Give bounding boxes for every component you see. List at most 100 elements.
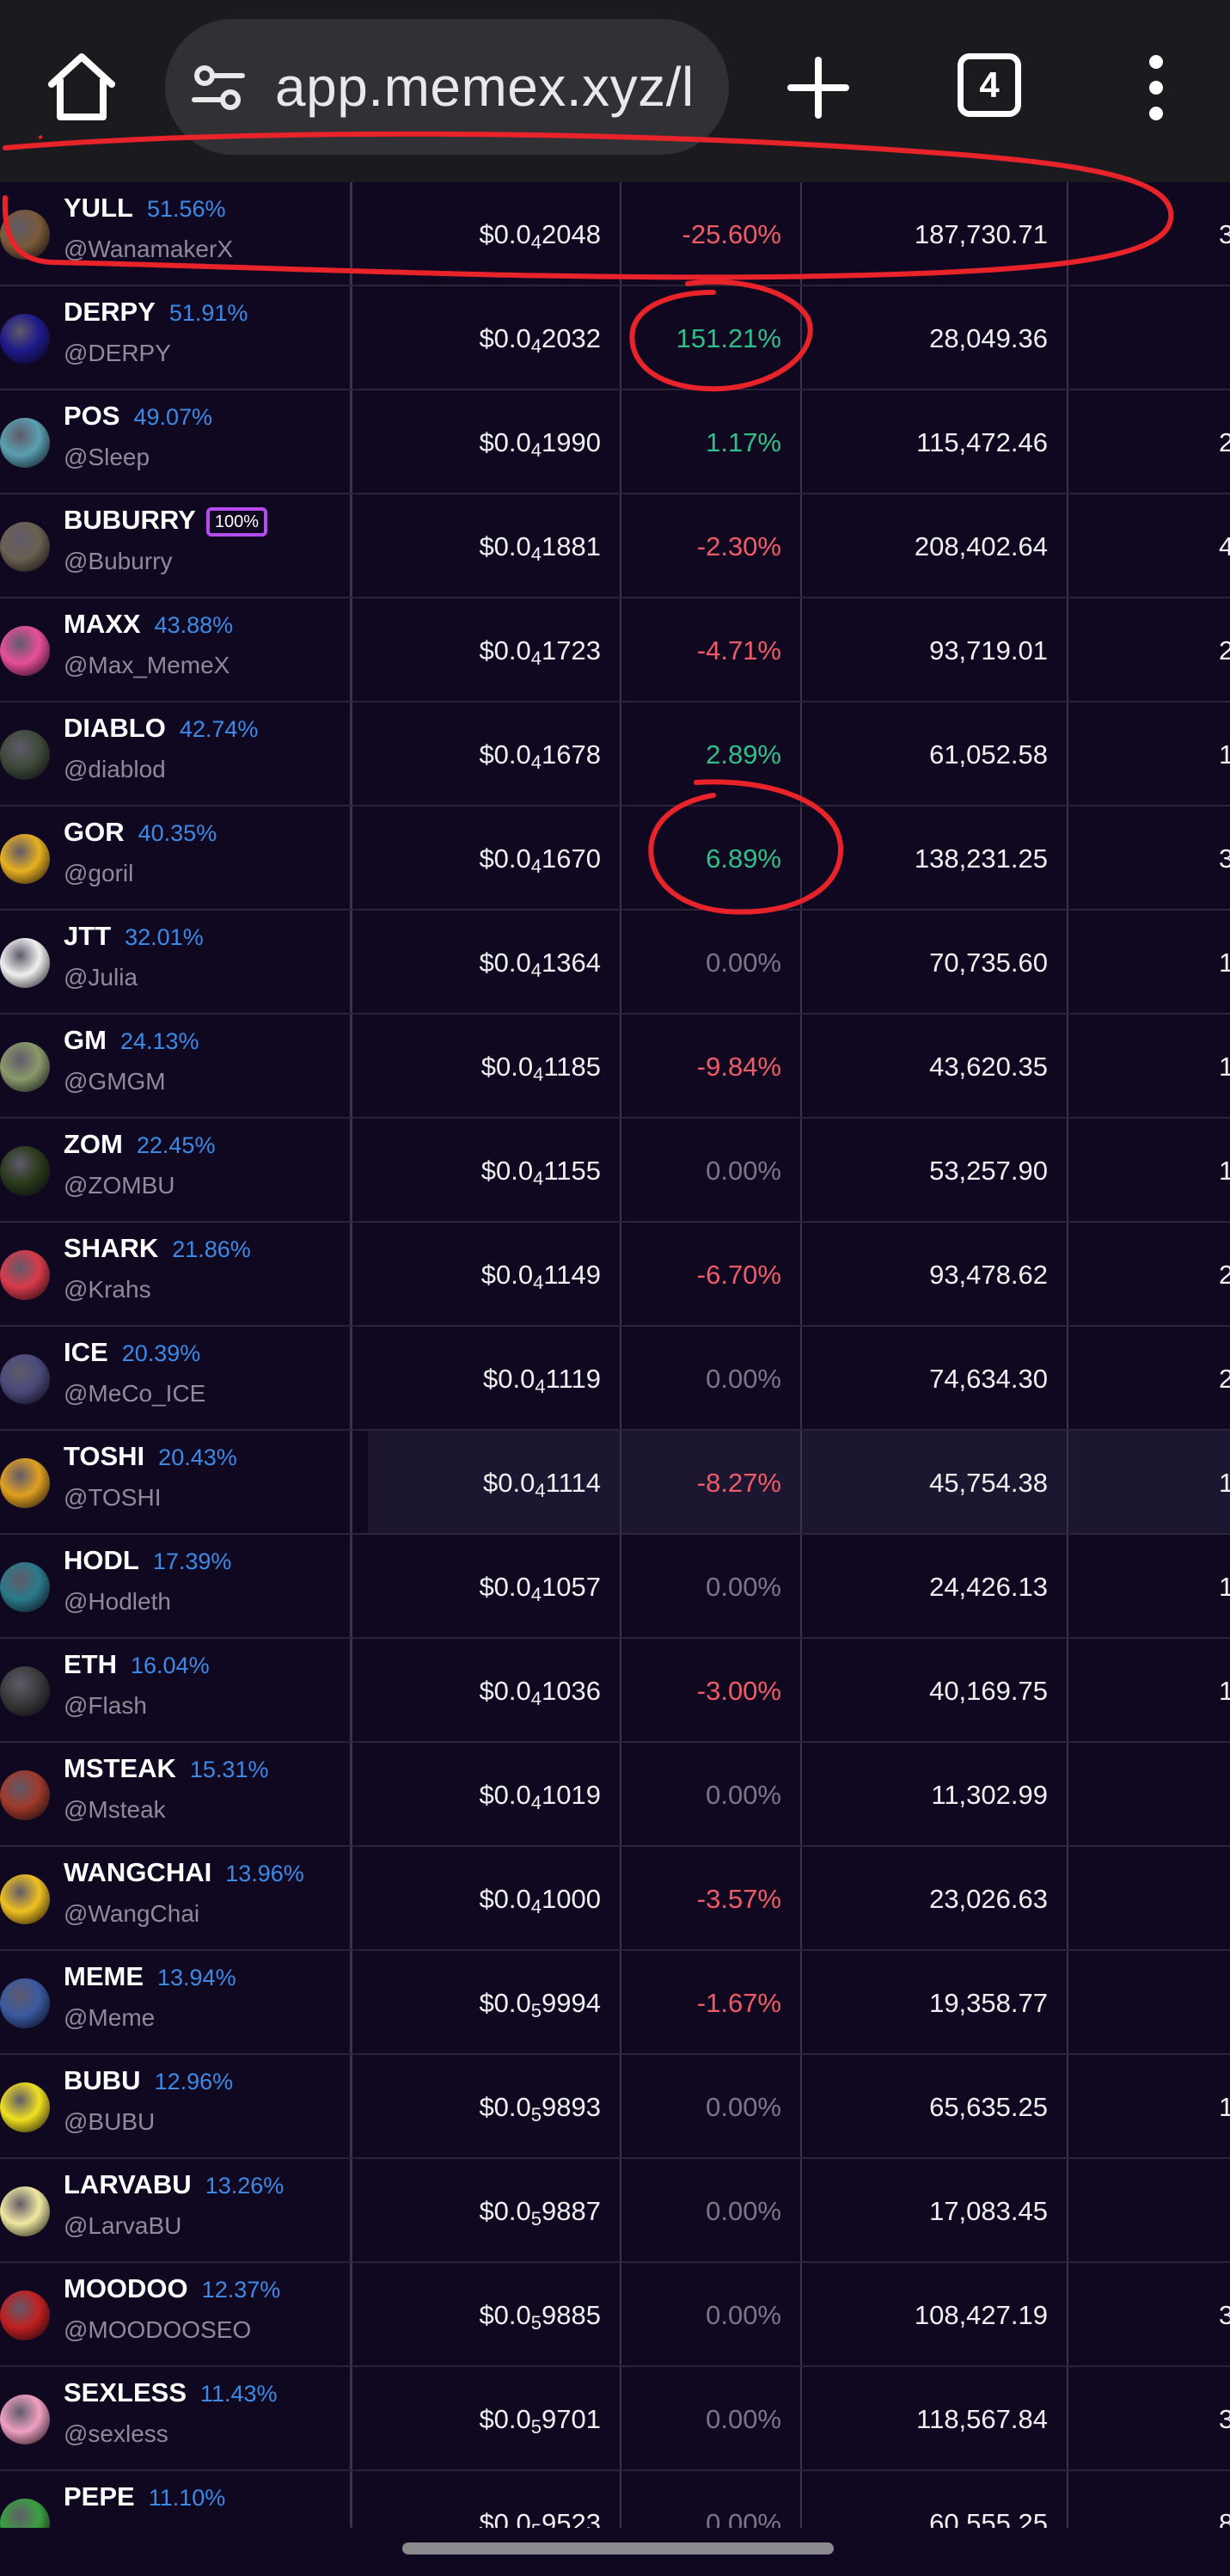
table-row[interactable]: LARVABU 13.26% @LarvaBU $0.059887 0.00% 1… [0,2159,1230,2263]
price-prefix: $0.0 [479,2300,531,2330]
table-row[interactable]: DIABLO 42.74% @diablod $0.041678 2.89% 61… [0,702,1230,807]
price-digits: 1678 [542,739,601,770]
creator-handle[interactable]: @Flash [64,1692,147,1719]
table-row[interactable]: MEME 13.94% @Meme $0.059994 -1.67% 19,358… [0,1951,1230,2055]
token-name-cell[interactable]: HODL 17.39% @Hodleth [0,1535,352,1637]
token-name-cell[interactable]: GOR 40.35% @goril [0,807,352,909]
table-row[interactable]: POS 49.07% @Sleep $0.041990 1.17% 115,472… [0,390,1230,494]
token-name-cell[interactable]: MOODOO 12.37% @MOODOOSEO [0,2263,352,2365]
table-row[interactable]: PEPE 11.10% @pepe $0.059523 0.00% 60,555.… [0,2471,1230,2528]
token-percent: 17.39% [152,1549,232,1574]
creator-handle[interactable]: @pepe [64,2524,142,2528]
creator-handle[interactable]: @GMGM [64,1068,166,1095]
truncated-column-cell: 3 [1219,843,1230,874]
table-row[interactable]: WANGCHAI 13.96% @WangChai $0.041000 -3.57… [0,1847,1230,1951]
creator-handle[interactable]: @ZOMBU [64,1172,175,1199]
table-row[interactable]: MOODOO 12.37% @MOODOOSEO $0.059885 0.00% … [0,2263,1230,2367]
table-row[interactable]: ZOM 22.45% @ZOMBU $0.041155 0.00% 53,257.… [0,1119,1230,1223]
table-row[interactable]: GM 24.13% @GMGM $0.041185 -9.84% 43,620.3… [0,1015,1230,1119]
token-name-cell[interactable]: YULL 51.56% @WanamakerX [0,182,352,285]
creator-handle[interactable]: @BUBU [64,2108,156,2135]
url-text[interactable]: app.memex.xyz/l [275,56,695,118]
creator-handle[interactable]: @MeCo_ICE [64,1380,206,1407]
creator-handle[interactable]: @Sleep [64,444,150,470]
address-bar[interactable]: app.memex.xyz/l [165,19,729,155]
metrics-cells: $0.041000 -3.57% 23,026.63 [368,1847,1230,1949]
creator-handle[interactable]: @Max_MemeX [64,652,230,678]
price-cell: $0.059523 [368,2471,621,2528]
creator-handle[interactable]: @TOSHI [64,1484,162,1511]
creator-handle[interactable]: @diablod [64,756,166,782]
home-icon[interactable] [45,50,119,124]
token-name-cell[interactable]: SEXLESS 11.43% @sexless [0,2367,352,2469]
token-name-cell[interactable]: SHARK 21.86% @Krahs [0,1223,352,1325]
token-name-cell[interactable]: POS 49.07% @Sleep [0,390,352,493]
token-percent: 22.45% [136,1132,216,1158]
price-digits: 1000 [542,1884,601,1914]
creator-handle[interactable]: @LarvaBU [64,2212,182,2239]
creator-handle[interactable]: @goril [64,860,134,886]
table-row[interactable]: MAXX 43.88% @Max_MemeX $0.041723 -4.71% 9… [0,598,1230,702]
token-avatar [0,1042,50,1092]
new-tab-icon[interactable] [784,45,853,131]
table-row[interactable]: SHARK 21.86% @Krahs $0.041149 -6.70% 93,4… [0,1223,1230,1327]
token-name-cell[interactable]: MEME 13.94% @Meme [0,1951,352,2053]
price-cell: $0.041155 [368,1119,621,1221]
site-settings-icon[interactable] [191,62,246,113]
table-row[interactable]: JTT 32.01% @Julia $0.041364 0.00% 70,735.… [0,911,1230,1015]
token-name-cell[interactable]: ICE 20.39% @MeCo_ICE [0,1327,352,1429]
token-symbol: BUBU 12.96% [64,2065,233,2096]
creator-handle[interactable]: @Meme [64,2004,156,2031]
creator-handle[interactable]: @Krahs [64,1276,151,1303]
table-row[interactable]: MSTEAK 15.31% @Msteak $0.041019 0.00% 11,… [0,1743,1230,1847]
price-cell: $0.059893 [368,2055,621,2157]
creator-handle[interactable]: @Buburry [64,548,173,574]
token-avatar [0,2499,50,2528]
token-name-cell[interactable]: WANGCHAI 13.96% @WangChai [0,1847,352,1949]
token-name-cell[interactable]: ZOM 22.45% @ZOMBU [0,1119,352,1221]
token-name-cell[interactable]: BUBURRY 100% @Buburry [0,494,352,597]
token-name-cell[interactable]: MAXX 43.88% @Max_MemeX [0,598,352,701]
token-name-cell[interactable]: LARVABU 13.26% @LarvaBU [0,2159,352,2261]
token-symbol-text: DERPY [64,297,156,327]
token-name-cell[interactable]: MSTEAK 15.31% @Msteak [0,1743,352,1845]
price-digits: 1990 [542,427,601,457]
table-row[interactable]: ICE 20.39% @MeCo_ICE $0.041119 0.00% 74,6… [0,1327,1230,1431]
tab-switcher-button[interactable]: 4 [958,53,1021,117]
token-name-cell[interactable]: ETH 16.04% @Flash [0,1639,352,1741]
table-row[interactable]: SEXLESS 11.43% @sexless $0.059701 0.00% 1… [0,2367,1230,2471]
gesture-bar[interactable] [402,2542,834,2555]
volume-cell: 45,754.38 [802,1431,1068,1533]
change-cell: -3.57% [621,1847,802,1949]
token-name-cell[interactable]: TOSHI 20.43% @TOSHI [0,1431,352,1533]
token-avatar [0,1770,50,1820]
table-row[interactable]: GOR 40.35% @goril $0.041670 6.89% 138,231… [0,807,1230,911]
table-row[interactable]: BUBURRY 100% @Buburry $0.041881 -2.30% 20… [0,494,1230,598]
token-symbol-text: LARVABU [64,2169,192,2199]
creator-handle[interactable]: @MOODOOSEO [64,2316,252,2343]
creator-handle[interactable]: @WangChai [64,1900,200,1927]
creator-handle[interactable]: @sexless [64,2420,168,2447]
creator-handle[interactable]: @Julia [64,964,138,991]
token-name-cell[interactable]: DERPY 51.91% @DERPY [0,286,352,389]
table-row[interactable]: HODL 17.39% @Hodleth $0.041057 0.00% 24,4… [0,1535,1230,1639]
table-row[interactable]: YULL 51.56% @WanamakerX $0.042048 -25.60%… [0,182,1230,286]
token-name-cell[interactable]: GM 24.13% @GMGM [0,1015,352,1117]
token-name-cell[interactable]: PEPE 11.10% @pepe [0,2471,352,2528]
table-row[interactable]: DERPY 51.91% @DERPY $0.042032 151.21% 28,… [0,286,1230,390]
token-name-cell[interactable]: DIABLO 42.74% @diablod [0,702,352,805]
table-row[interactable]: TOSHI 20.43% @TOSHI $0.041114 -8.27% 45,7… [0,1431,1230,1535]
creator-handle[interactable]: @Msteak [64,1796,166,1823]
token-name-cell[interactable]: JTT 32.01% @Julia [0,911,352,1013]
table-row[interactable]: ETH 16.04% @Flash $0.041036 -3.00% 40,169… [0,1639,1230,1743]
change-cell: -25.60% [621,182,802,285]
creator-handle[interactable]: @WanamakerX [64,236,233,262]
metrics-cells: $0.059523 0.00% 60,555.25 8 [368,2471,1230,2528]
creator-handle[interactable]: @DERPY [64,340,171,366]
token-name-cell[interactable]: BUBU 12.96% @BUBU [0,2055,352,2157]
more-menu-icon[interactable] [1135,53,1178,122]
truncated-column-cell: 4 [1219,531,1230,561]
creator-handle[interactable]: @Hodleth [64,1588,171,1615]
table-row[interactable]: BUBU 12.96% @BUBU $0.059893 0.00% 65,635.… [0,2055,1230,2159]
token-symbol: ZOM 22.45% [64,1129,215,1160]
